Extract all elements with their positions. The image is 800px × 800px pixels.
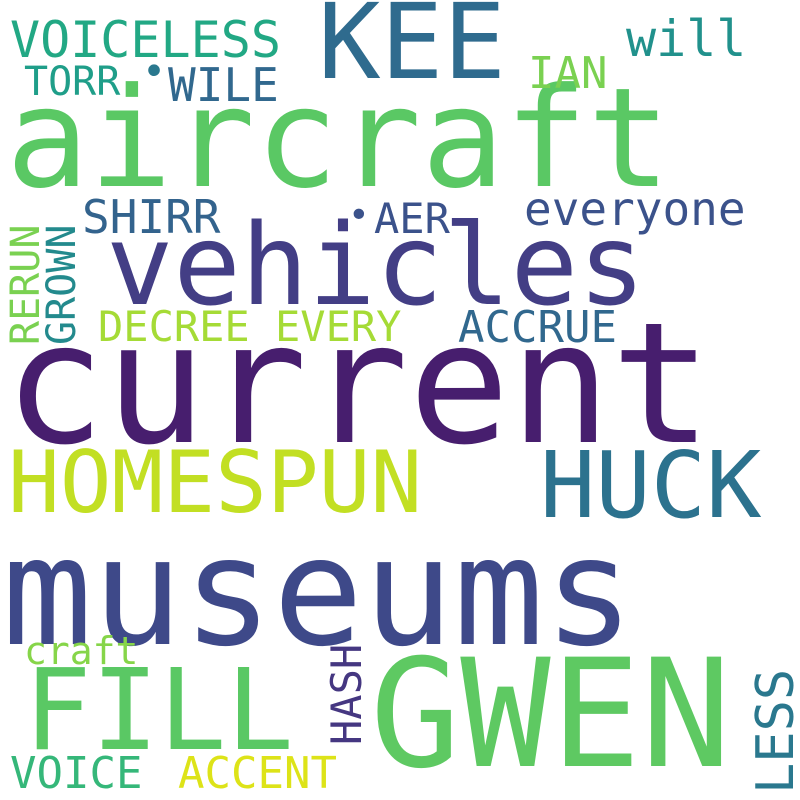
word-aircraft: aircraft [6,58,671,219]
word-fill: FILL [24,646,294,776]
word-homespun: HOMESPUN [8,433,423,533]
word-shirr: SHIRR [82,190,221,244]
word-museums: museums [2,506,635,680]
word-huck: HUCK [540,432,762,539]
word-torr: TORR [24,59,121,105]
word-everyone: everyone [524,182,746,236]
word-gwen: GWEN [370,628,732,800]
word-will: will [626,10,747,68]
word-craft: craft [24,629,139,673]
word-grown: GROWN [39,224,85,345]
word-decree-every: DECREE EVERY [98,302,402,351]
word-hash: HASH [322,643,371,745]
word-aer: AER [374,194,450,243]
word-accent: ACCENT [178,748,337,799]
word-wile: WILE [168,58,279,112]
word-bullet-2: • [348,195,370,236]
word-ian: IAN [528,48,608,99]
word-bullet: • [142,49,167,95]
word-current: current [4,286,713,482]
word-voice: VOICE [10,748,143,799]
word-less: LESS [746,668,800,794]
word-kee: KEE [318,0,506,103]
word-voiceless: VOICELESS [10,11,281,69]
word-accrue: ACCRUE [458,302,617,353]
word-vehicles: vehicles [106,201,646,331]
